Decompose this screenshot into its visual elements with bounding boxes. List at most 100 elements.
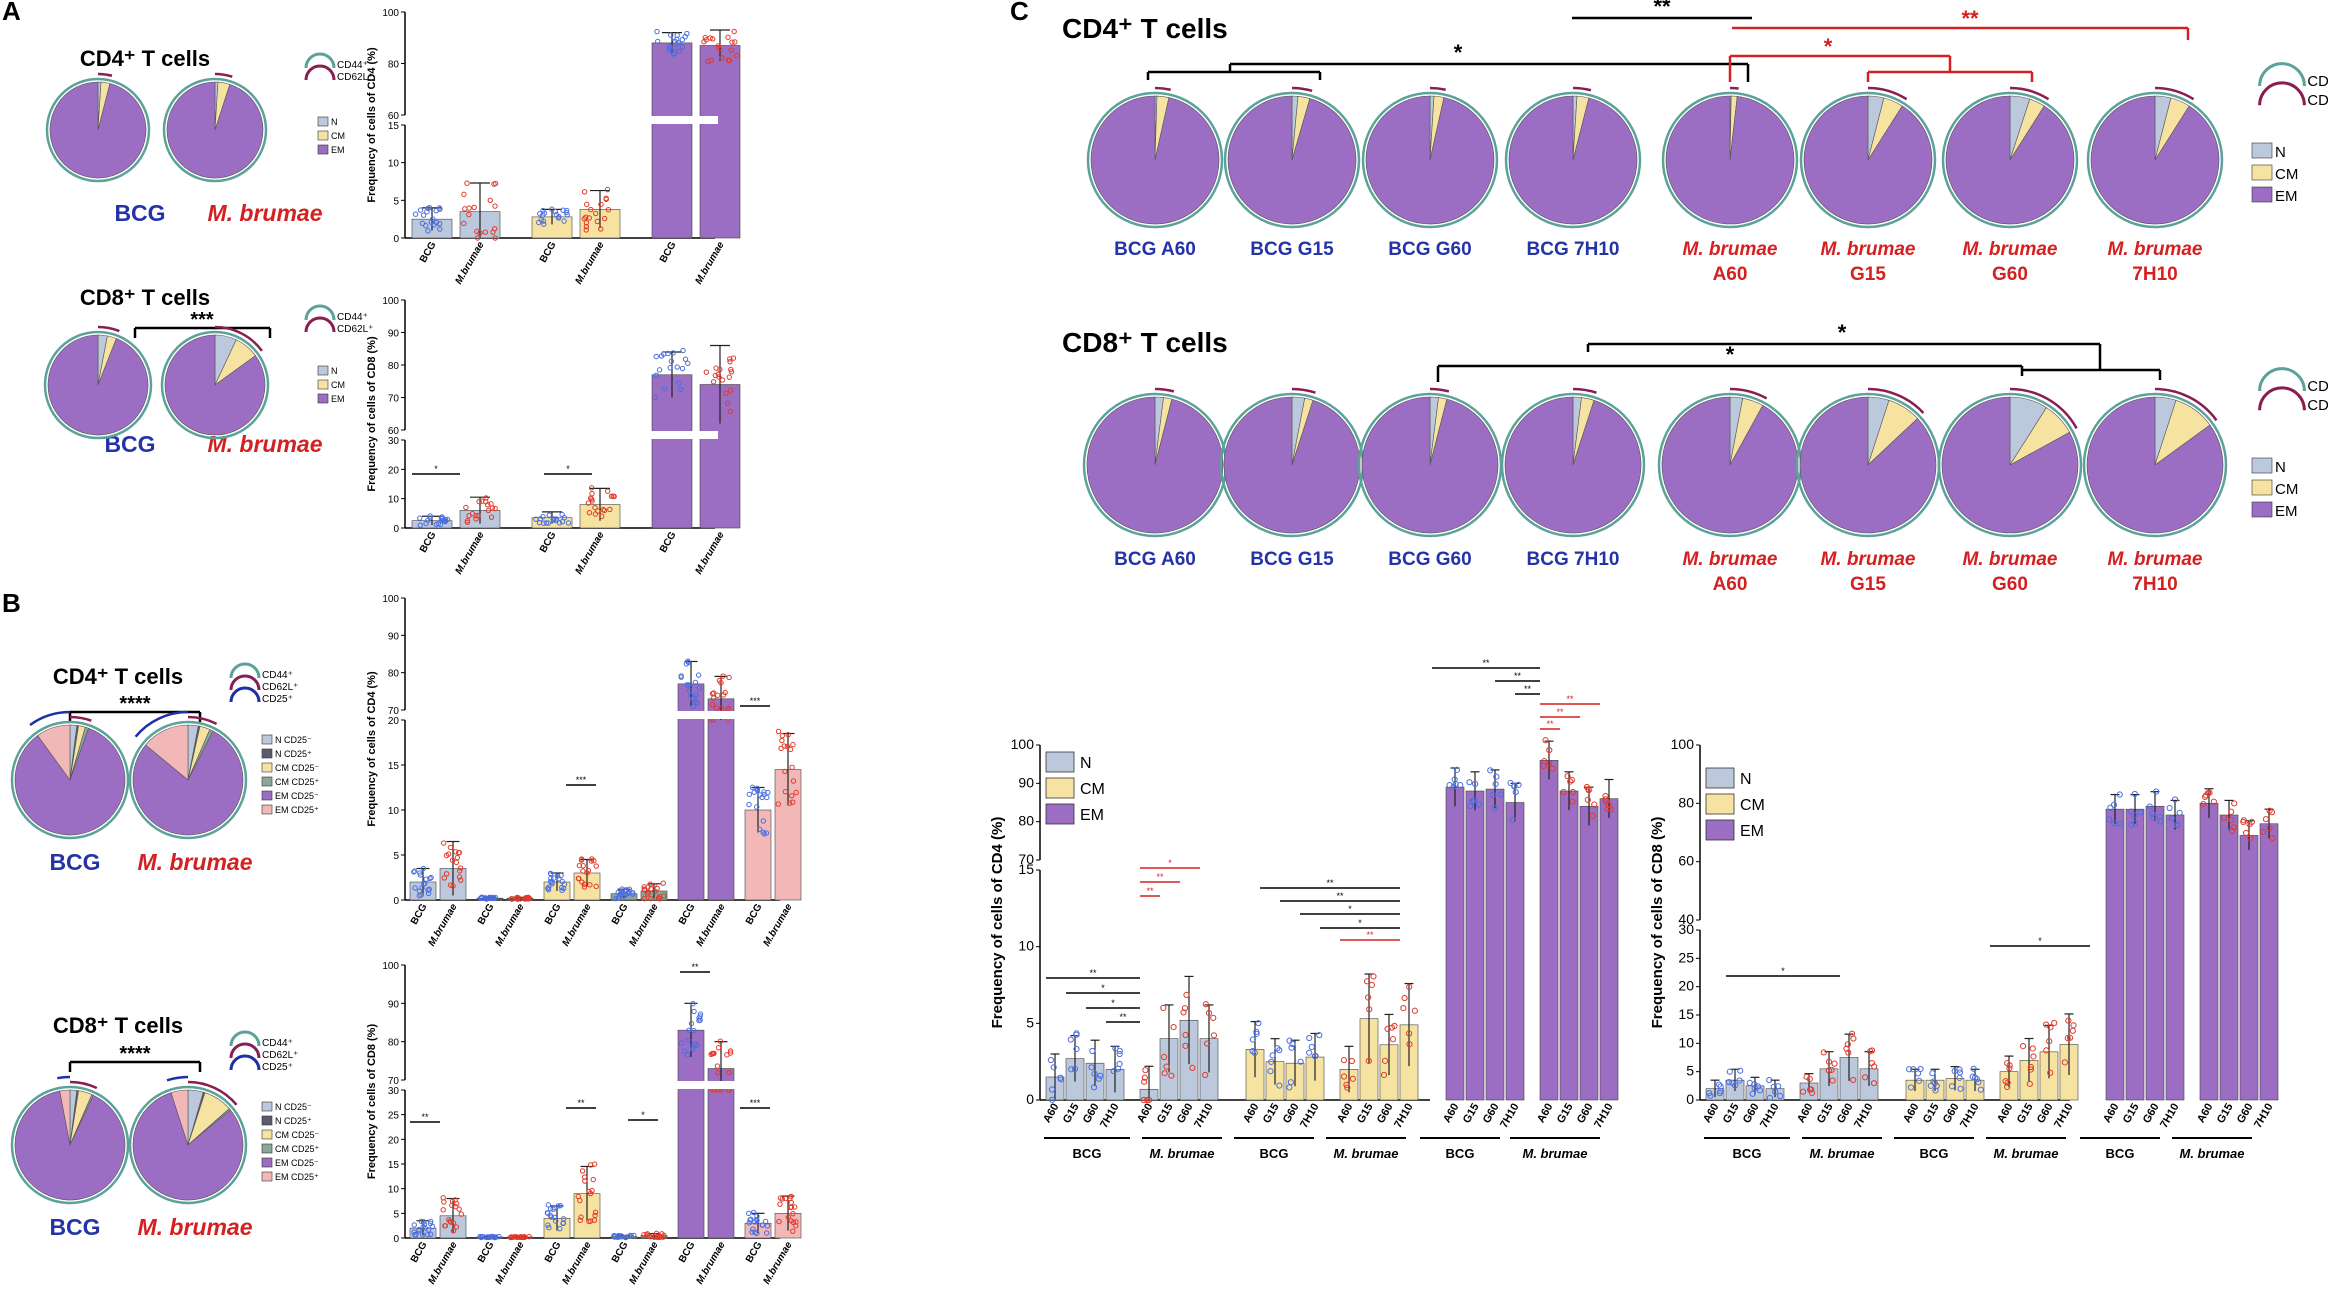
data-point bbox=[2047, 1024, 2054, 1031]
data-point bbox=[591, 1161, 598, 1167]
data-point bbox=[1389, 1036, 1397, 1043]
data-point bbox=[641, 884, 647, 890]
tick-label: 25 bbox=[1678, 949, 1694, 965]
cd44-legend-arc bbox=[229, 662, 261, 679]
c-pie-label-mb-medium: G60 bbox=[1992, 574, 2028, 595]
bar bbox=[1465, 790, 1485, 1101]
data-point bbox=[1844, 1041, 1851, 1048]
c-pie-labels: BCG A60 BCG G15 BCG G60 BCG 7H10 M. brumae A6… bbox=[1114, 239, 2203, 595]
cd62l-legend-label: CD62L⁺ bbox=[262, 1050, 298, 1061]
data-point bbox=[456, 1206, 462, 1212]
pie-slice bbox=[1945, 95, 2075, 225]
c-pie-label-mb: M. brumae bbox=[2107, 239, 2202, 260]
tick-label: 70 bbox=[388, 1076, 400, 1087]
x-tick-label: BCG bbox=[677, 1240, 698, 1265]
data-point bbox=[1411, 1007, 1418, 1014]
axis-break bbox=[402, 116, 718, 124]
data-point bbox=[661, 385, 668, 392]
data-point bbox=[607, 506, 613, 513]
data-point bbox=[487, 1234, 494, 1240]
data-point bbox=[2027, 1066, 2034, 1073]
data-point bbox=[1766, 1076, 1773, 1084]
data-point bbox=[779, 737, 785, 744]
data-point bbox=[2231, 800, 2238, 807]
data-point bbox=[752, 1219, 758, 1225]
legend-swatch bbox=[1045, 751, 1075, 773]
data-point bbox=[508, 1234, 514, 1240]
pie-c-cd4-7 bbox=[2086, 86, 2224, 229]
data-point bbox=[1269, 1052, 1276, 1059]
data-point bbox=[483, 495, 489, 501]
data-point bbox=[1406, 983, 1413, 990]
data-point bbox=[565, 520, 572, 526]
legend-label: EM bbox=[2275, 503, 2298, 520]
data-point bbox=[779, 732, 786, 739]
pie-c-cd8-7 bbox=[2082, 387, 2228, 538]
data-point bbox=[600, 507, 606, 513]
data-point bbox=[1068, 1066, 1075, 1073]
x-tick-label: 7H10 bbox=[1958, 1102, 1982, 1131]
c-pie-label-mb: M. brumae bbox=[1682, 239, 1777, 260]
x-tick-label: 7H10 bbox=[2252, 1102, 2276, 1131]
x-tick-label: A60 bbox=[1995, 1102, 2015, 1125]
bar bbox=[2125, 808, 2145, 1101]
sig-text: ** bbox=[1556, 707, 1564, 717]
data-point bbox=[723, 390, 729, 397]
data-point bbox=[1142, 1067, 1149, 1074]
cd44-legend-arc bbox=[229, 1030, 261, 1047]
data-point bbox=[2029, 1045, 2036, 1052]
svg-text:*: * bbox=[1726, 342, 1735, 367]
pie-slice bbox=[1941, 396, 2079, 534]
x-tick-label: G15 bbox=[1155, 1102, 1176, 1126]
data-point bbox=[728, 47, 735, 53]
data-point bbox=[710, 1050, 716, 1057]
data-point bbox=[2043, 1047, 2050, 1054]
legend-label: N CD25⁺ bbox=[275, 749, 312, 759]
sig-text: ** bbox=[691, 962, 699, 972]
data-point bbox=[1467, 803, 1474, 810]
data-point bbox=[2030, 1053, 2037, 1060]
x-tick-label: 7H10 bbox=[1498, 1102, 1522, 1131]
c-pie-label-mb-medium: G15 bbox=[1850, 574, 1886, 595]
data-point bbox=[682, 356, 689, 362]
x-tick-label: M.brumae bbox=[426, 902, 459, 949]
cd62l-arc bbox=[1291, 86, 1313, 93]
data-point bbox=[1182, 1031, 1189, 1039]
data-point bbox=[1466, 779, 1473, 786]
legend-swatch bbox=[2251, 501, 2273, 518]
bar bbox=[2199, 803, 2219, 1101]
data-point bbox=[716, 374, 722, 380]
data-point bbox=[2204, 789, 2212, 797]
x-tick-label: 7H10 bbox=[1098, 1102, 1122, 1131]
tick-label: 30 bbox=[388, 436, 400, 447]
data-point bbox=[592, 1209, 599, 1215]
data-point bbox=[492, 235, 498, 241]
data-point bbox=[725, 34, 731, 40]
data-point bbox=[598, 226, 604, 232]
data-point bbox=[449, 1198, 456, 1205]
legend-swatch bbox=[261, 1101, 273, 1112]
data-point bbox=[2266, 824, 2273, 832]
cd62l-legend-label: CD62L⁺ bbox=[337, 324, 373, 335]
data-point bbox=[492, 180, 499, 187]
data-point bbox=[586, 1218, 592, 1225]
data-point bbox=[476, 498, 482, 505]
data-point bbox=[1751, 1084, 1758, 1092]
data-point bbox=[1400, 1005, 1407, 1012]
cd44-ring bbox=[43, 330, 153, 440]
data-point bbox=[2200, 800, 2207, 808]
data-point bbox=[1957, 1085, 1964, 1092]
c-pie-label-mb-medium: 7H10 bbox=[2132, 574, 2177, 595]
data-point bbox=[418, 892, 424, 898]
x-tick-label: G15 bbox=[2121, 1102, 2142, 1126]
data-point bbox=[715, 371, 722, 378]
data-point bbox=[1141, 1078, 1148, 1085]
data-point bbox=[2168, 815, 2175, 822]
legend-label: EM bbox=[331, 145, 345, 155]
tick-label: 100 bbox=[382, 296, 399, 307]
data-point bbox=[710, 379, 717, 385]
cd62l-arc bbox=[187, 715, 218, 725]
x-tick-label: 7H10 bbox=[2158, 1102, 2182, 1131]
x-tick-label: M.brumae bbox=[627, 1240, 660, 1287]
legend-swatch bbox=[261, 1129, 273, 1140]
